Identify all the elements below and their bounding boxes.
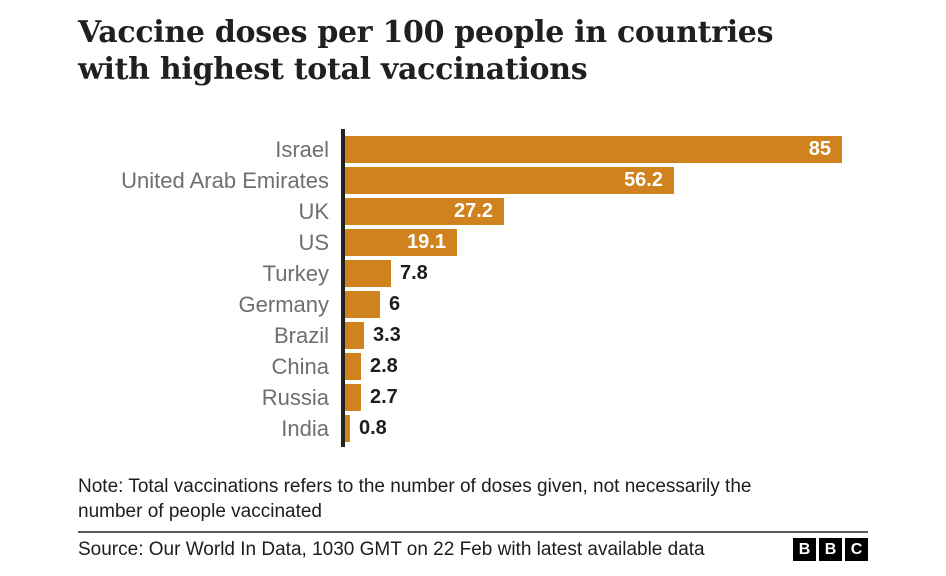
bar-area: 85	[341, 136, 868, 163]
category-label: UK	[298, 198, 329, 224]
source-text: Source: Our World In Data, 1030 GMT on 2…	[78, 538, 705, 560]
bar-row-israel: Israel 85	[78, 134, 868, 165]
value-label: 3.3	[373, 324, 401, 346]
category-label: India	[281, 415, 329, 441]
bar-row-india: India 0.8	[78, 413, 868, 444]
bar-russia	[345, 384, 361, 411]
value-label: 19.1	[407, 231, 446, 253]
bar-germany	[345, 291, 380, 318]
bar-brazil	[345, 322, 364, 349]
value-label: 85	[808, 138, 831, 160]
value-label: 6	[389, 293, 401, 315]
bar-area: 6	[341, 291, 868, 318]
category-label: Israel	[275, 136, 329, 162]
category-label: United Arab Emirates	[121, 167, 329, 193]
category-label: China	[271, 353, 329, 379]
value-label: 56.2	[624, 169, 663, 191]
bar-area: 19.1	[341, 229, 868, 256]
chart-note: Note: Total vaccinations refers to the n…	[78, 476, 752, 522]
value-label: 2.7	[370, 386, 398, 408]
value-label: 27.2	[454, 200, 493, 222]
bar-india	[345, 415, 350, 442]
bbc-logo-letter: B	[793, 538, 816, 561]
bar-row-turkey: Turkey 7.8	[78, 258, 868, 289]
chart-title-line2: with highest total vaccinations	[78, 52, 588, 87]
category-label: Brazil	[273, 322, 329, 348]
bar-row-us: US 19.1	[78, 227, 868, 258]
bar-row-russia: Russia 2.7	[78, 382, 868, 413]
category-label: Turkey	[262, 260, 329, 286]
bar-row-brazil: Brazil 3.3	[78, 320, 868, 351]
bar-rows: Israel 85 United Arab Emirates 56.2 UK 27.2 US…	[78, 134, 868, 444]
bbc-logo-letter: C	[845, 538, 868, 561]
bar-chart: Israel 85 United Arab Emirates 56.2 UK 27.2 US…	[78, 129, 868, 447]
value-label: 0.8	[359, 417, 387, 439]
value-label: 2.8	[370, 355, 398, 377]
bbc-logo-letter: B	[819, 538, 842, 561]
bar-row-uk: UK 27.2	[78, 196, 868, 227]
bar-area: 7.8	[341, 260, 868, 287]
y-axis-line	[341, 129, 345, 447]
bar-area: 56.2	[341, 167, 868, 194]
bar-israel: 85	[345, 136, 842, 163]
category-label: US	[298, 229, 329, 255]
bar-row-germany: Germany 6	[78, 289, 868, 320]
chart-footer: Source: Our World In Data, 1030 GMT on 2…	[78, 531, 868, 561]
chart-title-line1: Vaccine doses per 100 people in countrie…	[78, 15, 774, 50]
bar-area: 27.2	[341, 198, 868, 225]
bar-row-china: China 2.8	[78, 351, 868, 382]
category-label: Germany	[238, 291, 329, 317]
bbc-logo: B B C	[793, 538, 868, 561]
bar-us: 19.1	[345, 229, 457, 256]
bar-area: 2.8	[341, 353, 868, 380]
chart-title: Vaccine doses per 100 people in countrie…	[78, 14, 868, 88]
bar-united-arab-emirates: 56.2	[345, 167, 674, 194]
bar-turkey	[345, 260, 391, 287]
bar-china	[345, 353, 361, 380]
bar-row-united-arab-emirates: United Arab Emirates 56.2	[78, 165, 868, 196]
chart-card: Vaccine doses per 100 people in countrie…	[78, 14, 868, 561]
bar-area: 2.7	[341, 384, 868, 411]
bar-uk: 27.2	[345, 198, 504, 225]
category-label: Russia	[261, 384, 329, 410]
bar-area: 0.8	[341, 415, 868, 442]
bar-area: 3.3	[341, 322, 868, 349]
value-label: 7.8	[400, 262, 428, 284]
